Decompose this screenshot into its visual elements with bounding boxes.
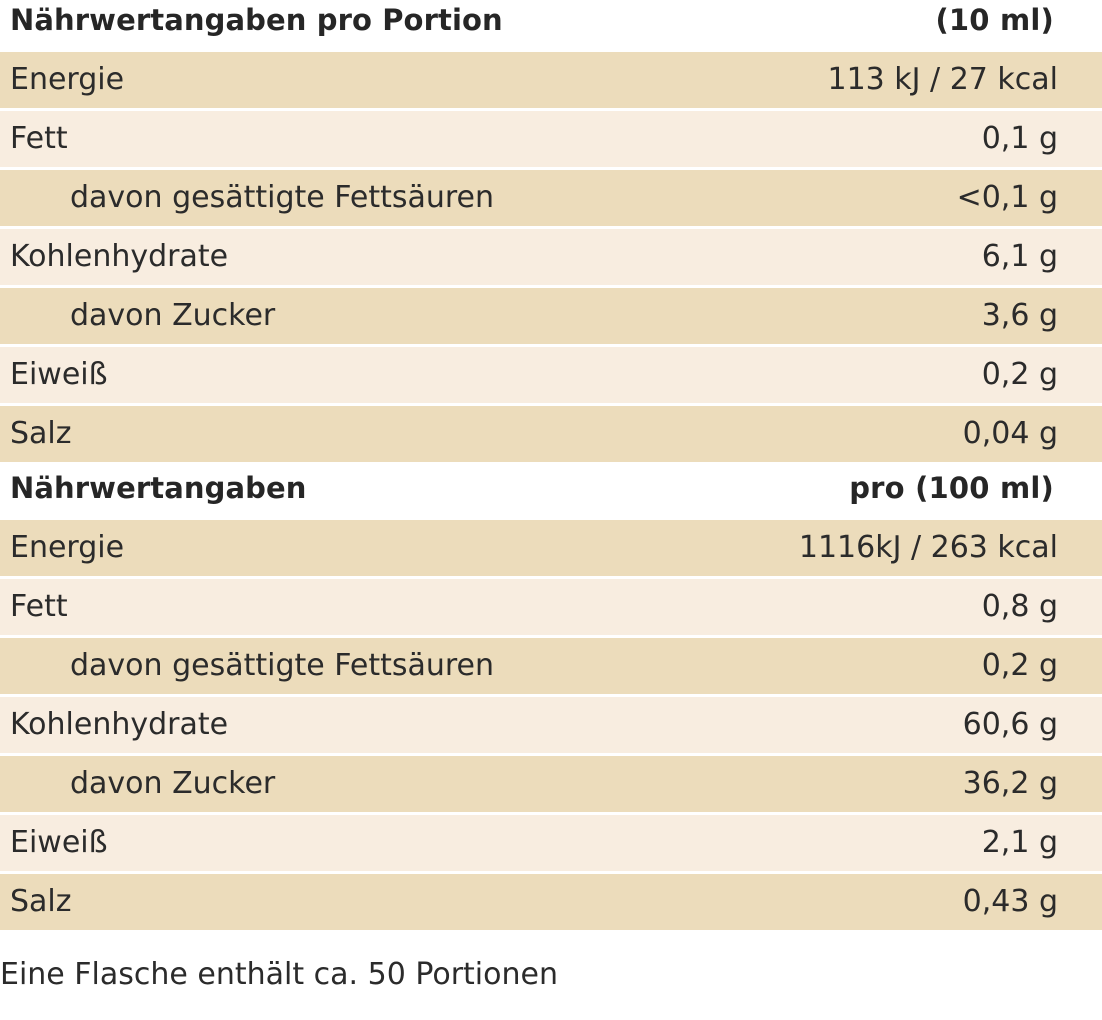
table-row-gesaettigte-fettsaeuren: davon gesättigte Fettsäuren 0,2 g	[0, 638, 1102, 694]
row-label: Kohlenhydrate	[10, 239, 229, 274]
table-row-fett: Fett 0,8 g	[0, 579, 1102, 635]
row-label: Energie	[10, 530, 125, 565]
table-row-salz: Salz 0,43 g	[0, 874, 1102, 930]
row-value: 0,8 g	[981, 589, 1058, 624]
table-row-salz: Salz 0,04 g	[0, 406, 1102, 462]
table-row-kohlenhydrate: Kohlenhydrate 60,6 g	[0, 697, 1102, 753]
row-value: 6,1 g	[981, 239, 1058, 274]
row-label: Salz	[10, 884, 72, 919]
row-value: 0,43 g	[962, 884, 1058, 919]
row-value: 36,2 g	[962, 766, 1058, 801]
table-title: Nährwertangaben	[10, 471, 307, 505]
row-value: 2,1 g	[981, 825, 1058, 860]
row-value: 60,6 g	[962, 707, 1058, 742]
row-value: 3,6 g	[981, 298, 1058, 333]
table-row-energie: Energie 113 kJ / 27 kcal	[0, 52, 1102, 108]
row-label: davon gesättigte Fettsäuren	[70, 180, 495, 215]
nutrition-table-per-portion: Nährwertangaben pro Portion (10 ml) Ener…	[0, 0, 1102, 465]
nutrition-table-per-100ml: Nährwertangaben pro (100 ml) Energie 111…	[0, 468, 1102, 933]
table-row-zucker: davon Zucker 36,2 g	[0, 756, 1102, 812]
row-value: 1116kJ / 263 kcal	[798, 530, 1058, 565]
row-label: Eiweiß	[10, 357, 108, 392]
row-label: Fett	[10, 589, 68, 624]
table-row-energie: Energie 1116kJ / 263 kcal	[0, 520, 1102, 576]
table-unit: pro (100 ml)	[849, 471, 1054, 505]
portions-note: Eine Flasche enthält ca. 50 Portionen	[0, 957, 558, 992]
row-label: Eiweiß	[10, 825, 108, 860]
table-header: Nährwertangaben pro (100 ml)	[0, 468, 1102, 519]
row-value: 0,2 g	[981, 357, 1058, 392]
row-value: 0,04 g	[962, 416, 1058, 451]
row-value: <0,1 g	[956, 180, 1058, 215]
row-label: Fett	[10, 121, 68, 156]
table-unit: (10 ml)	[935, 3, 1054, 37]
table-header: Nährwertangaben pro Portion (10 ml)	[0, 0, 1102, 51]
table-row-fett: Fett 0,1 g	[0, 111, 1102, 167]
table-row-kohlenhydrate: Kohlenhydrate 6,1 g	[0, 229, 1102, 285]
row-value: 0,2 g	[981, 648, 1058, 683]
row-label: Kohlenhydrate	[10, 707, 229, 742]
row-label: davon gesättigte Fettsäuren	[70, 648, 495, 683]
row-value: 0,1 g	[981, 121, 1058, 156]
row-label: davon Zucker	[70, 298, 276, 333]
row-label: Energie	[10, 62, 125, 97]
table-row-eiweiss: Eiweiß 2,1 g	[0, 815, 1102, 871]
table-row-eiweiss: Eiweiß 0,2 g	[0, 347, 1102, 403]
table-title: Nährwertangaben pro Portion	[10, 3, 503, 37]
row-label: Salz	[10, 416, 72, 451]
table-row-gesaettigte-fettsaeuren: davon gesättigte Fettsäuren <0,1 g	[0, 170, 1102, 226]
row-label: davon Zucker	[70, 766, 276, 801]
row-value: 113 kJ / 27 kcal	[827, 62, 1059, 97]
table-row-zucker: davon Zucker 3,6 g	[0, 288, 1102, 344]
